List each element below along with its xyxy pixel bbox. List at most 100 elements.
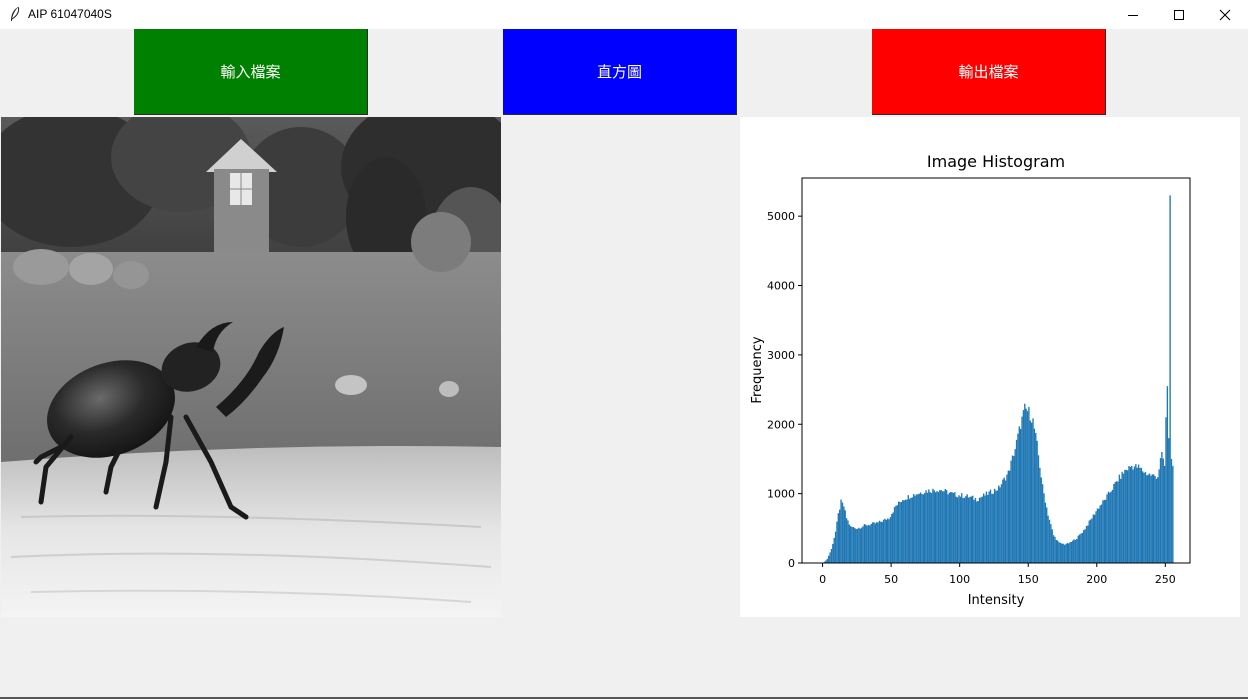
y-tick-label: 0 bbox=[788, 557, 795, 570]
histogram-bar bbox=[926, 492, 929, 563]
x-tick-label: 250 bbox=[1155, 573, 1176, 586]
histogram-bar bbox=[843, 506, 845, 563]
histogram-bar bbox=[1057, 540, 1059, 563]
input-file-button[interactable]: 輸入檔案 bbox=[134, 29, 368, 115]
histogram-bar bbox=[924, 493, 926, 563]
histogram-bar bbox=[987, 494, 989, 563]
histogram-bar bbox=[1081, 532, 1084, 563]
histogram-bar bbox=[1019, 428, 1022, 563]
histogram-bar bbox=[1006, 474, 1008, 563]
histogram-bar bbox=[1092, 514, 1095, 563]
histogram-bar bbox=[1128, 466, 1130, 563]
histogram-bar bbox=[947, 494, 949, 563]
histogram-bar bbox=[913, 494, 915, 563]
histogram-bar bbox=[830, 548, 833, 563]
histogram-bar bbox=[951, 492, 953, 563]
histogram-bar bbox=[1004, 480, 1007, 563]
window-bottom-edge bbox=[0, 697, 1248, 699]
histogram-bar bbox=[854, 527, 856, 563]
close-button[interactable] bbox=[1202, 0, 1248, 29]
histogram-bar bbox=[1080, 533, 1082, 563]
histogram-bar bbox=[978, 497, 981, 563]
histogram-bar bbox=[1084, 529, 1086, 563]
histogram-bar bbox=[863, 524, 866, 563]
histogram-bar bbox=[1029, 420, 1031, 563]
histogram-bar bbox=[981, 496, 983, 563]
histogram-bar bbox=[1010, 460, 1012, 563]
histogram-bar bbox=[973, 499, 975, 563]
histogram-bar bbox=[995, 490, 997, 563]
y-tick-label: 3000 bbox=[767, 349, 795, 362]
output-file-label: 輸出檔案 bbox=[958, 63, 1019, 81]
histogram-bar bbox=[1035, 433, 1037, 563]
histogram-bar bbox=[904, 499, 907, 563]
maximize-button[interactable] bbox=[1156, 0, 1202, 29]
histogram-bar bbox=[1007, 470, 1010, 563]
y-axis-label: Frequency bbox=[750, 336, 765, 403]
histogram-bar bbox=[1126, 470, 1129, 563]
histogram-bar bbox=[1117, 481, 1119, 563]
feather-icon bbox=[11, 6, 20, 21]
histogram-bar bbox=[1120, 478, 1122, 563]
histogram-bar bbox=[918, 493, 920, 563]
histogram-bar bbox=[1142, 471, 1144, 563]
histogram-button[interactable]: 直方圖 bbox=[503, 29, 737, 115]
histogram-bar bbox=[903, 500, 905, 563]
histogram-bar bbox=[911, 497, 914, 563]
histogram-bar bbox=[866, 525, 868, 563]
histogram-bar bbox=[1030, 422, 1033, 563]
minimize-button[interactable] bbox=[1110, 0, 1156, 29]
histogram-bar bbox=[867, 524, 870, 563]
input-file-label: 輸入檔案 bbox=[220, 63, 281, 81]
histogram-bar bbox=[962, 498, 964, 563]
histogram-bar bbox=[1096, 508, 1099, 563]
histogram-bar bbox=[1151, 474, 1153, 563]
histogram-bar bbox=[937, 491, 940, 563]
histogram-bar bbox=[1122, 473, 1125, 563]
histogram-bar bbox=[959, 496, 962, 563]
histogram-bar bbox=[1055, 539, 1058, 563]
histogram-bar bbox=[917, 494, 919, 563]
histogram-bar bbox=[1163, 465, 1166, 563]
histogram-bar bbox=[1125, 469, 1127, 563]
title-bar: AIP 61047040S bbox=[0, 0, 1248, 29]
histogram-bar bbox=[928, 489, 930, 563]
histogram-bar bbox=[1146, 475, 1148, 563]
histogram-bar bbox=[1017, 433, 1019, 563]
histogram-bar bbox=[1077, 535, 1079, 563]
histogram-bar bbox=[1003, 477, 1005, 563]
maximize-icon bbox=[1174, 9, 1184, 20]
x-tick-label: 0 bbox=[819, 573, 826, 586]
histogram-bar bbox=[1069, 542, 1071, 563]
histogram-bar bbox=[1172, 465, 1174, 563]
histogram-bar bbox=[1102, 500, 1104, 563]
histogram-bar bbox=[1021, 416, 1023, 563]
histogram-bar bbox=[860, 527, 863, 563]
histogram-bar bbox=[877, 522, 879, 563]
histogram-bar bbox=[1155, 478, 1158, 563]
histogram-bar bbox=[1011, 455, 1014, 563]
histogram-bar bbox=[1072, 540, 1074, 563]
histogram-bar bbox=[969, 496, 971, 563]
histogram-bar bbox=[1059, 542, 1062, 563]
histogram-bar bbox=[826, 558, 829, 563]
histogram-bar bbox=[896, 505, 898, 563]
histogram-bar bbox=[900, 501, 903, 563]
histogram-bar bbox=[922, 494, 925, 563]
histogram-bar bbox=[873, 522, 875, 563]
histogram-bar bbox=[1152, 474, 1155, 563]
histogram-bar bbox=[1000, 484, 1003, 563]
histogram-bar bbox=[919, 492, 922, 563]
histogram-bar bbox=[1039, 467, 1041, 563]
histogram-bar bbox=[1165, 417, 1167, 563]
histogram-bar bbox=[841, 502, 844, 563]
histogram-bar bbox=[1098, 508, 1100, 563]
histogram-bar bbox=[955, 496, 957, 563]
output-file-button[interactable]: 輸出檔案 bbox=[872, 29, 1106, 115]
histogram-bar bbox=[1044, 502, 1047, 563]
y-tick-label: 1000 bbox=[767, 488, 795, 501]
histogram-bar bbox=[893, 507, 896, 563]
histogram-bar bbox=[952, 492, 955, 563]
histogram-bar bbox=[823, 561, 826, 563]
histogram-bar bbox=[940, 490, 942, 563]
